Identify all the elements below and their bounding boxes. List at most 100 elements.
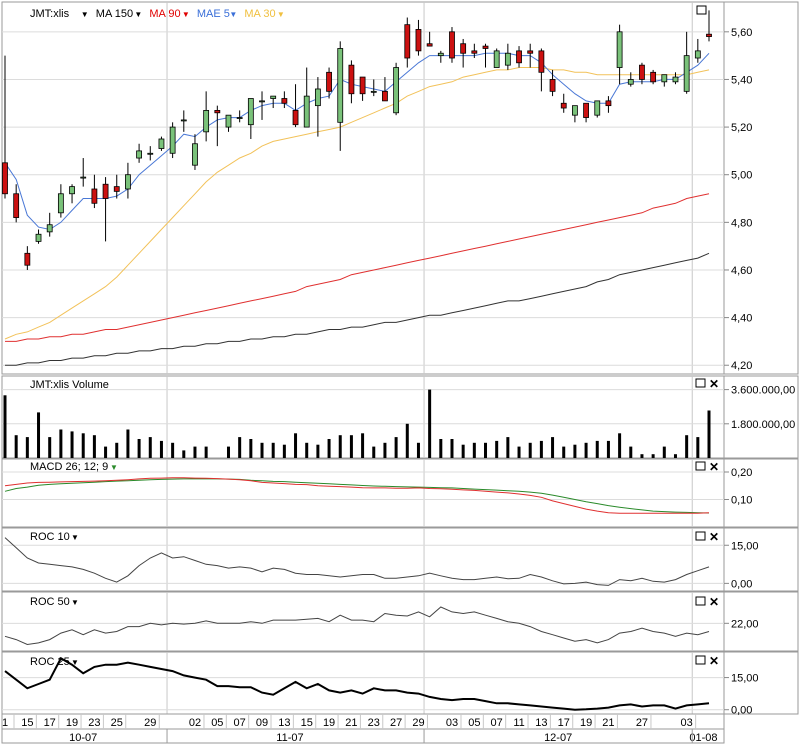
macd-signal-line — [4, 478, 710, 514]
chevron-down-icon[interactable]: ▼ — [110, 463, 118, 472]
roc50-axis-area — [723, 591, 799, 652]
ma90-line — [5, 193, 710, 342]
candle-body — [102, 183, 109, 199]
candle-body — [113, 186, 120, 192]
price-y-tick-label: 4,80 — [731, 217, 752, 229]
macd-lines — [4, 477, 710, 514]
chevron-down-icon[interactable]: ▼ — [71, 658, 79, 667]
close-icon[interactable]: ✕ — [709, 530, 719, 544]
chevron-down-icon[interactable]: ▼ — [182, 10, 190, 19]
volume-bar — [573, 444, 577, 458]
roc10-line — [4, 537, 710, 586]
candle-body — [225, 114, 232, 128]
candle-body — [460, 43, 467, 54]
candle-body — [471, 50, 478, 54]
macd-panel: 0,20 0,10 MACD 26; 12; 9 ▼ ✕ — [1, 458, 799, 528]
candle-body — [549, 79, 556, 92]
volume-bar — [294, 433, 298, 458]
volume-bar — [495, 440, 499, 458]
volume-bar — [316, 444, 320, 458]
close-icon[interactable]: ✕ — [709, 654, 719, 668]
roc25-panel-title: ROC 25 — [30, 656, 70, 668]
price-overlay-lines — [4, 52, 710, 366]
volume-bar — [517, 446, 521, 458]
maximize-icon[interactable] — [695, 461, 706, 471]
candle-body — [46, 224, 53, 233]
candle-body — [169, 126, 176, 154]
roc10-y-axis: 15,00 0,00 — [724, 540, 759, 590]
month-tick-label: 12-07 — [544, 732, 572, 744]
chevron-down-icon[interactable]: ▼ — [81, 10, 89, 19]
candle-body — [57, 193, 64, 214]
close-icon[interactable]: ✕ — [709, 377, 719, 391]
price-plot-area — [1, 1, 725, 375]
candle-body — [572, 105, 578, 116]
day-tick-label: 15 — [301, 717, 313, 729]
volume-bar — [92, 435, 96, 458]
maximize-icon[interactable] — [695, 378, 706, 388]
roc10-axis-area — [723, 527, 799, 592]
candle-body — [426, 43, 433, 47]
volume-bar — [606, 440, 610, 458]
price-y-tick-label: 4,60 — [731, 265, 752, 277]
indicator-legend: JMT:xlis ▼ MA 150 ▼ MA 90 ▼ MAE 5 ▼ MA 30 ▼ — [30, 8, 285, 20]
close-icon[interactable]: ✕ — [709, 460, 719, 474]
volume-y-tick-label: 1.800.000,00 — [731, 419, 795, 431]
price-y-tick-label: 5,40 — [731, 74, 752, 86]
candle-body — [382, 90, 388, 102]
candle-body — [393, 67, 400, 114]
maximize-icon[interactable] — [695, 531, 706, 541]
candle-body — [639, 64, 645, 80]
mae5-line — [4, 52, 710, 231]
volume-gridlines — [2, 376, 724, 458]
volume-bar — [450, 439, 454, 458]
candle-body — [616, 31, 623, 68]
chevron-down-icon[interactable]: ▼ — [277, 10, 285, 19]
volume-bar — [159, 440, 163, 458]
price-axis-area — [723, 1, 799, 375]
day-tick-label: 07 — [234, 717, 246, 729]
volume-bar — [59, 429, 63, 458]
candle-body — [337, 48, 344, 123]
volume-y-tick-label: 3.600.000,00 — [731, 385, 795, 397]
maximize-icon[interactable] — [695, 596, 706, 606]
roc50-y-tick-label: 22,00 — [731, 618, 759, 630]
legend-item-label: MA 30 — [244, 8, 275, 20]
chevron-down-icon[interactable]: ▼ — [71, 533, 79, 542]
candle-body — [605, 100, 612, 107]
maximize-icon[interactable] — [696, 5, 707, 15]
roc50-plot-area — [1, 591, 725, 652]
day-tick-label: 27 — [636, 717, 648, 729]
macd-line — [4, 477, 710, 514]
day-tick-label: 17 — [558, 717, 570, 729]
price-y-tick-label: 4,40 — [731, 313, 752, 325]
chevron-down-icon[interactable]: ▼ — [134, 10, 142, 19]
volume-bar — [148, 437, 152, 458]
volume-bar — [182, 450, 186, 458]
candle-body — [69, 186, 75, 195]
volume-bar — [428, 389, 432, 458]
volume-bar — [506, 437, 510, 458]
candle-body — [527, 50, 534, 54]
roc50-y-axis: 22,00 — [724, 618, 759, 630]
day-tick-label: 29 — [412, 717, 424, 729]
roc25-gridlines — [2, 652, 724, 714]
candle-body — [214, 110, 221, 114]
day-tick-label: 19 — [323, 717, 335, 729]
month-tick-labels: 10-07 11-07 12-07 01-08 — [69, 729, 717, 744]
maximize-icon[interactable] — [695, 655, 706, 665]
day-tick-label: 15 — [21, 717, 33, 729]
macd-y-tick-label: 0,10 — [731, 495, 752, 507]
chevron-down-icon[interactable]: ▼ — [229, 10, 237, 19]
candle-body — [437, 52, 444, 57]
roc10-y-tick-label: 0,00 — [731, 578, 752, 590]
macd-panel-title: MACD 26; 12; 9 — [30, 461, 108, 473]
price-y-tick-label: 5,00 — [731, 170, 752, 182]
roc25-y-tick-label: 15,00 — [731, 673, 759, 685]
chevron-down-icon[interactable]: ▼ — [71, 598, 79, 607]
volume-bar — [685, 435, 689, 458]
day-tick-label: 07 — [491, 717, 503, 729]
legend-item-label: MA 150 — [96, 8, 133, 20]
close-icon[interactable]: ✕ — [709, 595, 719, 609]
candle-body — [91, 188, 98, 204]
